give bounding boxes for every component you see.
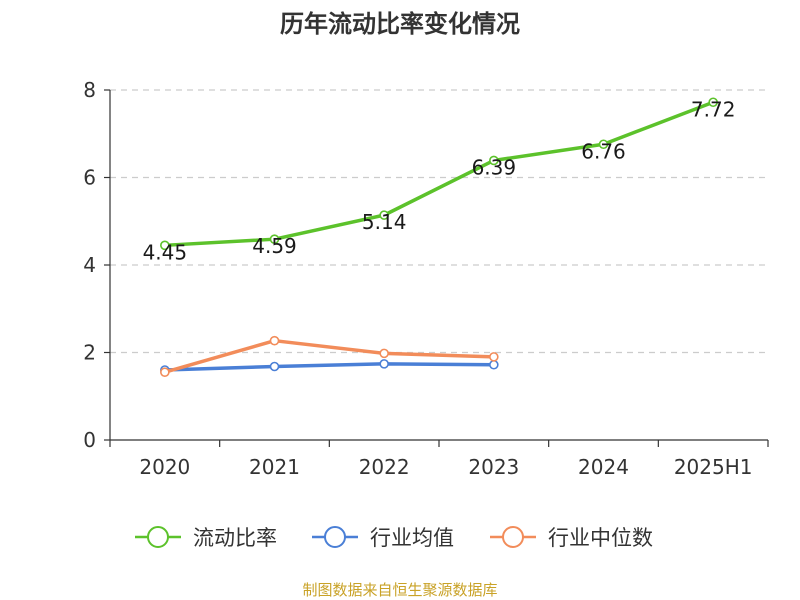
data-point <box>269 335 280 346</box>
legend-label: 行业中位数 <box>548 526 653 550</box>
legend-label: 流动比率 <box>193 526 277 550</box>
y-tick-label: 0 <box>83 428 96 452</box>
series-0: 4.45 4.59 5.14 6.39 6.76 7.72 <box>143 97 736 264</box>
x-tick-label: 2023 <box>468 455 519 479</box>
series-layer: 4.45 4.59 5.14 6.39 6.76 7.72 <box>143 97 736 377</box>
data-point <box>160 240 170 251</box>
legend-marker <box>147 526 169 548</box>
legend-marker <box>324 526 346 548</box>
y-tick-label: 8 <box>83 78 96 102</box>
data-point <box>489 359 499 370</box>
data-point <box>160 367 170 377</box>
data-point <box>598 139 609 150</box>
data-point <box>269 361 280 372</box>
chart-title: 历年流动比率变化情况 <box>280 10 520 38</box>
data-point <box>708 97 718 108</box>
legend: 流动比率 行业均值 行业中位数 <box>135 526 653 550</box>
x-tick-label: 2021 <box>249 455 300 479</box>
series-line <box>164 100 714 248</box>
y-tick-label: 6 <box>83 166 96 190</box>
series-line <box>164 362 494 372</box>
data-point <box>489 352 499 362</box>
series-1 <box>160 359 499 375</box>
data-point <box>379 359 389 369</box>
y-tick-label: 4 <box>83 253 96 277</box>
legend-marker <box>502 526 524 548</box>
legend-label: 行业均值 <box>370 526 454 550</box>
x-tick-label: 2025H1 <box>674 455 753 479</box>
data-label: 4.59 <box>252 234 297 258</box>
series-line <box>164 338 494 374</box>
source-note: 制图数据来自恒生聚源数据库 <box>302 581 497 599</box>
data-label: 6.76 <box>581 139 626 163</box>
data-point <box>379 210 389 220</box>
y-tick-label: 2 <box>83 341 96 365</box>
data-label: 5.14 <box>362 210 407 234</box>
data-point <box>269 234 280 244</box>
series-2 <box>160 335 499 377</box>
data-label: 4.45 <box>143 240 188 264</box>
data-point <box>489 155 499 166</box>
data-label: 6.39 <box>472 155 517 179</box>
x-tick-label: 2020 <box>139 455 190 479</box>
grid-lines <box>110 89 768 354</box>
x-tick-label: 2024 <box>578 455 629 479</box>
data-label: 7.72 <box>691 97 736 121</box>
x-tick-label: 2022 <box>359 455 410 479</box>
axes: 0 2 4 6 8 2020 2021 2022 2023 2024 2025H1 <box>83 78 769 479</box>
data-point <box>379 348 389 359</box>
